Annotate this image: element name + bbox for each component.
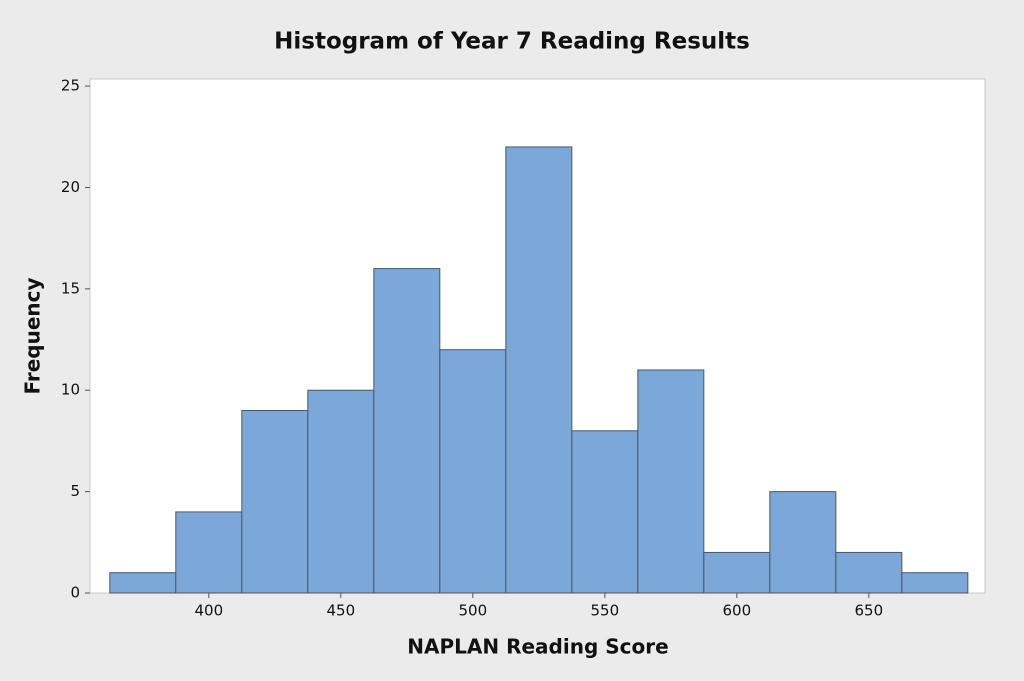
y-tick-label: 0	[70, 584, 80, 602]
x-tick-label: 600	[723, 602, 752, 620]
bar	[703, 551, 771, 594]
y-tick-label: 5	[70, 482, 80, 500]
y-axis-label: Frequency	[21, 277, 45, 394]
y-tick-label: 15	[61, 279, 80, 297]
y-tick-label: 20	[61, 178, 80, 196]
bar	[439, 349, 507, 594]
y-tick-label: 25	[61, 77, 80, 95]
bar	[637, 369, 705, 594]
bar	[901, 572, 969, 594]
bar	[571, 430, 639, 594]
bar	[505, 146, 573, 594]
y-tick-label: 10	[61, 381, 80, 399]
x-tick-label: 450	[326, 602, 355, 620]
x-tick-label: 400	[194, 602, 223, 620]
x-tick-label: 550	[591, 602, 620, 620]
chart-title: Histogram of Year 7 Reading Results	[274, 29, 750, 55]
bar	[373, 268, 441, 594]
bar	[307, 389, 375, 594]
bar	[835, 551, 903, 594]
bar	[109, 572, 177, 594]
x-tick-label: 500	[458, 602, 487, 620]
bar	[175, 511, 243, 594]
bar	[769, 491, 837, 594]
x-axis-label: NAPLAN Reading Score	[407, 635, 668, 659]
bar	[241, 410, 309, 594]
x-tick-label: 650	[855, 602, 884, 620]
